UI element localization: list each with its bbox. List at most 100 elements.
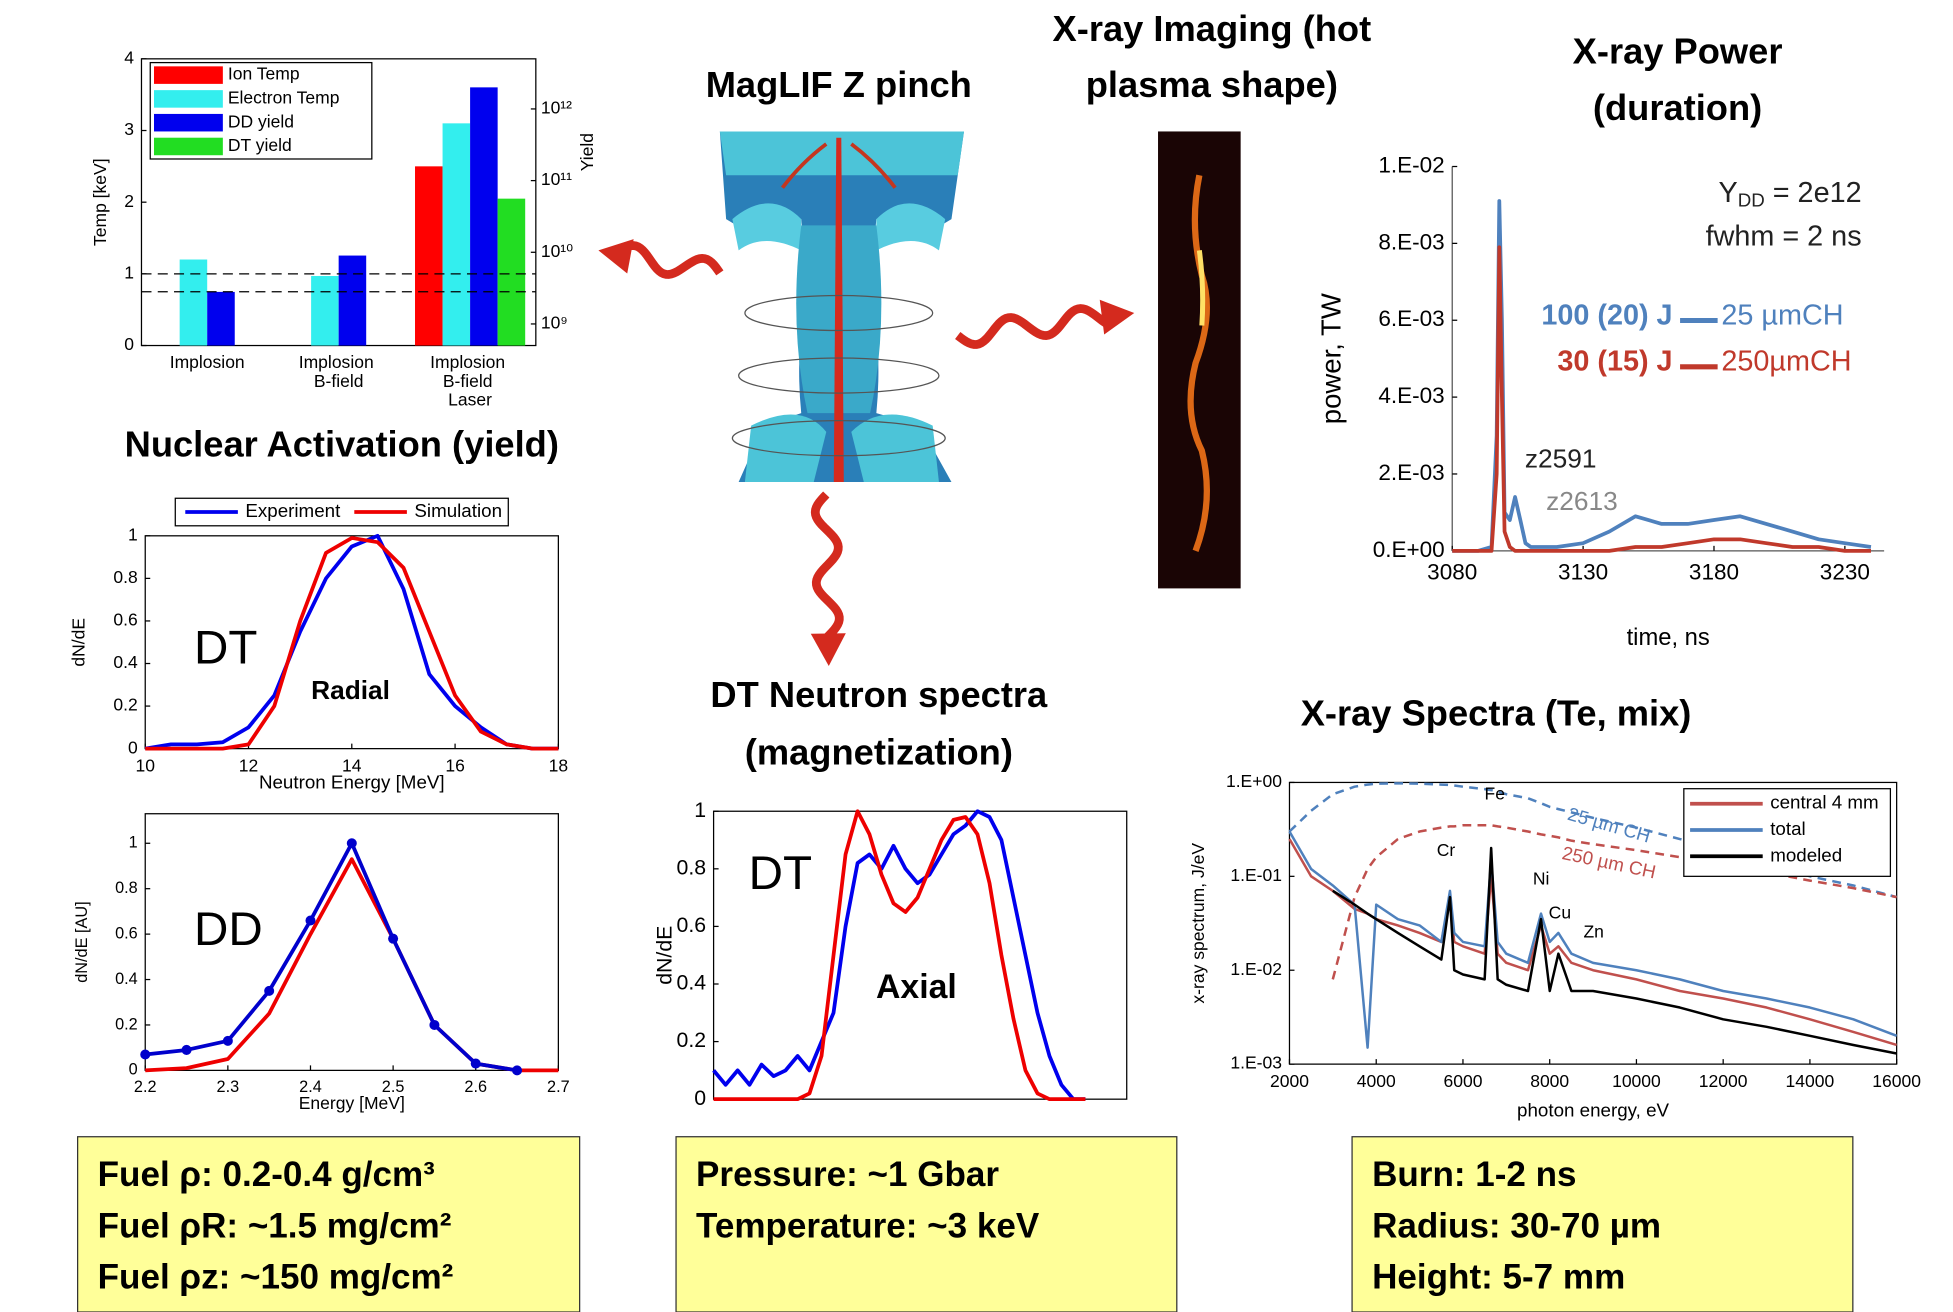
x-tick-label: Implosion B-field: [299, 352, 379, 391]
info-text: Burn: 1-2 ns: [1372, 1155, 1576, 1194]
data-point: [470, 1058, 481, 1069]
annotation: z2591: [1525, 444, 1597, 474]
x-tick-label: 10: [135, 756, 155, 776]
info-text: Fuel ρz: ~150 mg/cm²: [98, 1258, 454, 1297]
annotation-part: DD: [1738, 189, 1765, 210]
bar: [338, 255, 367, 346]
legend-label: DD yield: [228, 111, 294, 131]
chart: 0 0.2 0.4 0.6 0.8 1 10 12 14 16 18 Neutron Energy […: [69, 497, 568, 793]
heading: MagLIF Z pinch: [706, 64, 972, 105]
y2-tick-label: 10⁹: [541, 313, 568, 333]
y-axis-label: Temp [keV]: [90, 158, 110, 246]
x-tick-label: 4000: [1357, 1071, 1396, 1091]
info-text: Fuel ρ: 0.2-0.4 g/cm³: [98, 1155, 435, 1194]
y-tick-label: 0: [124, 334, 134, 354]
x-tick-label: 3080: [1427, 560, 1477, 585]
wavy-arrow: [626, 241, 724, 279]
data-point: [429, 1019, 440, 1030]
bar: [207, 291, 235, 346]
chart: 0 0.2 0.4 0.6 0.8 1 dN/dE DT Axial: [653, 798, 1128, 1110]
x-tick-label: 2000: [1270, 1071, 1309, 1091]
arrow-head: [598, 239, 634, 274]
zpinch-illustration: [719, 131, 964, 482]
legend-swatch: [153, 66, 223, 84]
data-point: [181, 1044, 192, 1055]
y2-tick-label: 10¹²: [541, 98, 572, 118]
legend-label: 25 µmCH: [1721, 299, 1843, 331]
legend-label: Ion Temp: [228, 64, 300, 84]
y-tick-label: 1: [129, 834, 138, 852]
y-axis-label: dN/dE: [69, 618, 89, 667]
arrow-head: [810, 633, 846, 667]
series-line: [1288, 830, 1898, 1049]
heading: X-ray Imaging (hot: [1053, 8, 1372, 49]
heading: Nuclear Activation (yield): [125, 424, 559, 465]
y-tick-label: 1: [694, 798, 706, 822]
y-tick-label: 1.E-01: [1230, 865, 1282, 885]
annotation: Fe: [1485, 784, 1505, 804]
chart: 0 1 2 3 4 10⁹ 10¹⁰ 10¹¹ 10¹² Temp [keV] Yield Implo…: [90, 47, 597, 409]
annotation: Ni: [1533, 869, 1550, 889]
annotation: DT: [194, 622, 257, 675]
y-tick-label: 1.E-02: [1378, 152, 1444, 177]
y-tick-label: 0.6: [677, 913, 707, 937]
info-box: [77, 1136, 581, 1312]
y-tick-label: 0.6: [115, 924, 138, 942]
heading: X-ray Power: [1573, 30, 1783, 71]
y-tick-label: 1: [128, 524, 138, 544]
series-line: [1331, 824, 1897, 980]
x-tick-label: 16000: [1872, 1071, 1921, 1091]
y-tick-label: 1.E+00: [1226, 771, 1282, 791]
y-tick-label: 0.2: [113, 695, 137, 715]
series-line: [713, 809, 1086, 1102]
x-tick-label: 3230: [1820, 560, 1870, 585]
annotation: DT: [749, 847, 812, 900]
x-axis-label: time, ns: [1627, 624, 1710, 651]
legend-label: central 4 mm: [1770, 792, 1878, 813]
annotation: Radial: [311, 675, 390, 705]
y-tick-label: 0: [694, 1086, 706, 1110]
chart: 0 0.2 0.4 0.6 0.8 1 2.2 2.3 2.4 2.5 2.6 2.7 Energy […: [73, 813, 570, 1113]
data-point: [222, 1035, 233, 1046]
x-axis-label: Neutron Energy [MeV]: [259, 772, 445, 793]
heading: (duration): [1593, 87, 1762, 128]
x-tick-label: 2.3: [217, 1078, 240, 1096]
x-tick-label: 8000: [1530, 1071, 1569, 1091]
y-tick-label: 4.E-03: [1378, 383, 1444, 408]
y-tick-label: 0.2: [115, 1015, 138, 1033]
legend-label: Simulation: [414, 500, 502, 521]
legend-swatch: [153, 113, 223, 132]
heading: plasma shape): [1086, 64, 1338, 105]
legend-label: Experiment: [245, 500, 341, 521]
y-tick-label: 0.4: [115, 970, 138, 988]
y-tick-label: 1.E-02: [1230, 959, 1282, 979]
x-tick-label: 16: [445, 756, 464, 776]
y-tick-label: 0.2: [677, 1028, 707, 1052]
annotation-part: = 2e12: [1765, 177, 1862, 209]
y-tick-label: 0.E+00: [1373, 537, 1445, 562]
x-tick-label: 3180: [1689, 560, 1739, 585]
x-tick-label: 2.7: [547, 1078, 570, 1096]
y-tick-label: 0.8: [115, 879, 138, 897]
x-axis-label: Energy [MeV]: [299, 1093, 405, 1113]
legend-swatch: [153, 90, 223, 108]
bar: [415, 166, 443, 346]
y-tick-label: 4: [124, 47, 134, 67]
data-point: [512, 1065, 523, 1076]
bar: [179, 259, 208, 346]
info-text: Radius: 30-70 µm: [1372, 1206, 1661, 1245]
data-point: [388, 933, 399, 944]
heading: X-ray Spectra (Te, mix): [1301, 693, 1692, 734]
info-box: [675, 1136, 1178, 1312]
y-tick-label: 6.E-03: [1378, 306, 1444, 331]
annotation: DD: [194, 903, 263, 956]
x-tick-label: 14: [342, 756, 362, 776]
heading: (magnetization): [745, 731, 1013, 772]
data-point: [264, 985, 275, 996]
x-tick-label: 6000: [1443, 1071, 1482, 1091]
bar: [470, 87, 498, 346]
data-point: [346, 838, 357, 849]
annotation: Cu: [1549, 903, 1571, 923]
